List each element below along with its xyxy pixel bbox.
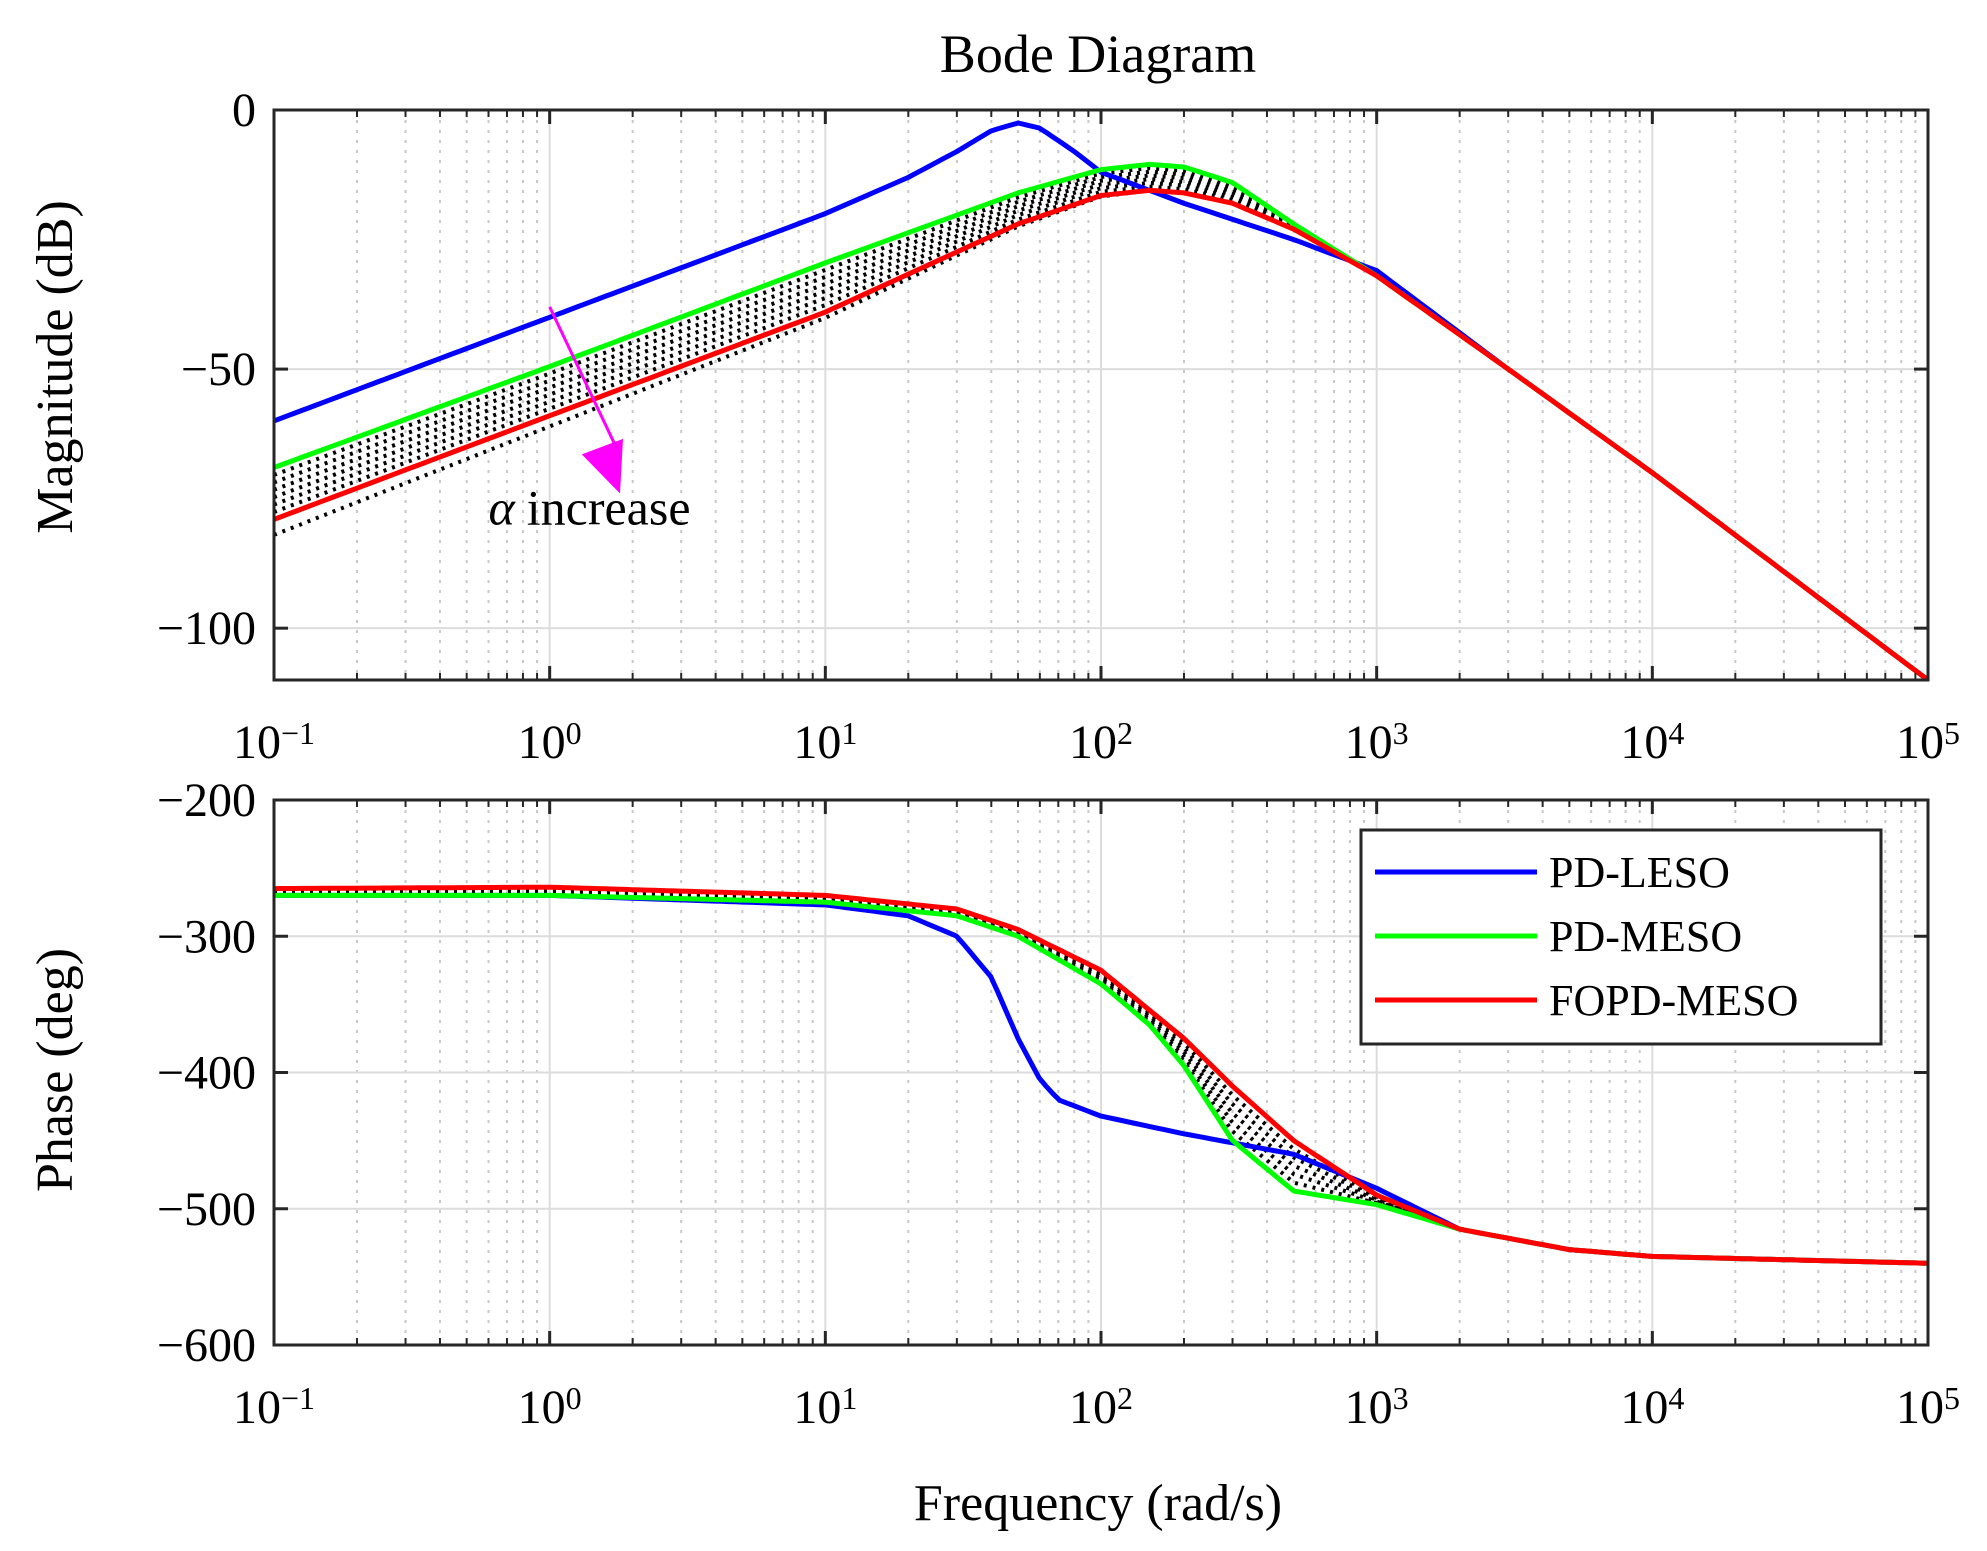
y-tick-label: −400 xyxy=(157,1047,256,1100)
y-tick-label: −500 xyxy=(157,1183,256,1236)
annotation-text: increase xyxy=(527,480,691,536)
x-tick-base: 10 xyxy=(1345,1381,1393,1434)
legend: PD-LESO PD-MESO FOPD-MESO xyxy=(1359,828,1883,1046)
x-tick-label: 101 xyxy=(793,715,857,769)
annotation-arrow-head xyxy=(581,438,623,494)
x-tick-label: 104 xyxy=(1620,715,1684,769)
x-tick-base: 10 xyxy=(1069,1381,1117,1434)
x-tick-label: 100 xyxy=(518,715,582,769)
phase-data-area xyxy=(274,884,1928,1266)
chart-title: Bode Diagram xyxy=(940,24,1256,84)
x-tick-exponent: 5 xyxy=(1944,715,1960,751)
series-line-fopd-meso xyxy=(274,187,1928,680)
x-tick-base: 10 xyxy=(1620,1381,1668,1434)
x-tick-exponent: −1 xyxy=(281,1380,315,1416)
x-tick-exponent: 4 xyxy=(1668,1380,1684,1416)
annotation-label: α increase xyxy=(489,480,691,536)
y-tick-label: −200 xyxy=(157,774,256,827)
x-tick-exponent: 2 xyxy=(1117,715,1133,751)
x-tick-exponent: 0 xyxy=(566,715,582,751)
annotation-alpha-symbol: α xyxy=(489,480,517,536)
x-axis-label: Frequency (rad/s) xyxy=(914,1475,1282,1532)
x-tick-label: 100 xyxy=(518,1380,582,1434)
y-tick-label: −600 xyxy=(157,1319,256,1372)
x-tick-base: 10 xyxy=(1620,716,1668,769)
x-tick-base: 10 xyxy=(1345,716,1393,769)
x-tick-exponent: 1 xyxy=(841,1380,857,1416)
x-tick-label: 102 xyxy=(1069,1380,1133,1434)
annotation-arrow-shaft xyxy=(548,306,622,457)
x-tick-label: 101 xyxy=(793,1380,857,1434)
x-tick-exponent: 5 xyxy=(1944,1380,1960,1416)
x-tick-exponent: 3 xyxy=(1393,715,1409,751)
x-tick-label: 103 xyxy=(1345,715,1409,769)
x-tick-label: 105 xyxy=(1896,1380,1960,1434)
x-tick-base: 10 xyxy=(233,1381,281,1434)
y-tick-label: 0 xyxy=(232,84,256,137)
x-tick-exponent: 0 xyxy=(566,1380,582,1416)
series-line-fopd-meso xyxy=(274,884,1928,1266)
x-tick-label: 10−1 xyxy=(233,1380,315,1434)
x-tick-exponent: 2 xyxy=(1117,1380,1133,1416)
x-tick-base: 10 xyxy=(1896,716,1944,769)
x-tick-label: 105 xyxy=(1896,715,1960,769)
x-tick-exponent: 4 xyxy=(1668,715,1684,751)
x-tick-base: 10 xyxy=(793,716,841,769)
phase-plot: 10−1 100 101 102 103 104 105−200−300−400−500−6… xyxy=(157,774,1960,1434)
y-tick-label: −300 xyxy=(157,910,256,963)
x-tick-exponent: 3 xyxy=(1393,1380,1409,1416)
magnitude-ticks xyxy=(272,108,1930,680)
x-tick-base: 10 xyxy=(793,1381,841,1434)
legend-label-pd-meso: PD-MESO xyxy=(1549,912,1742,961)
x-tick-base: 10 xyxy=(518,1381,566,1434)
y-tick-label: −100 xyxy=(157,602,256,655)
x-tick-label: 102 xyxy=(1069,715,1133,769)
x-tick-base: 10 xyxy=(1069,716,1117,769)
phase-y-axis-label: Phase (deg) xyxy=(27,948,84,1192)
x-tick-base: 10 xyxy=(1896,1381,1944,1434)
magnitude-y-axis-label: Magnitude (dB) xyxy=(27,200,84,534)
x-tick-label: 104 xyxy=(1620,1380,1684,1434)
y-tick-label: −50 xyxy=(181,343,256,396)
magnitude-data-area xyxy=(274,120,1928,680)
x-tick-exponent: −1 xyxy=(281,715,315,751)
x-tick-base: 10 xyxy=(518,716,566,769)
x-tick-exponent: 1 xyxy=(841,715,857,751)
x-tick-base: 10 xyxy=(233,716,281,769)
x-tick-label: 103 xyxy=(1345,1380,1409,1434)
x-tick-label: 10−1 xyxy=(233,715,315,769)
legend-label-pd-leso: PD-LESO xyxy=(1549,848,1730,897)
phase-ticks xyxy=(272,798,1930,1347)
legend-label-fopd-meso: FOPD-MESO xyxy=(1549,976,1798,1025)
